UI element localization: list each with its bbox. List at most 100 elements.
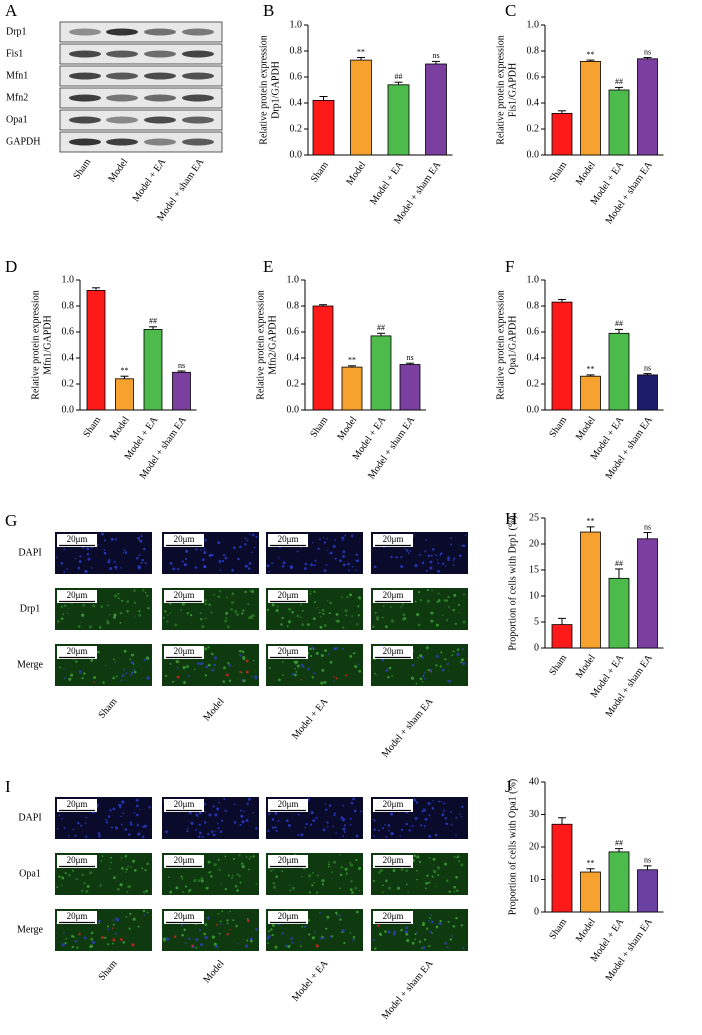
scale-bar-box — [164, 799, 204, 812]
cell-dot — [327, 861, 330, 863]
cell-dot — [215, 830, 217, 832]
cell-dot — [274, 811, 278, 815]
cell-dot — [278, 678, 281, 682]
x-tick-label: Model — [574, 160, 598, 188]
cell-dot — [450, 935, 453, 938]
cell-dot — [345, 614, 347, 617]
cell-dot — [207, 872, 210, 874]
cell-dot — [441, 562, 445, 565]
cell-dot — [123, 549, 126, 551]
cell-dot — [332, 860, 337, 864]
cell-dot — [275, 608, 279, 612]
cell-dot — [208, 813, 212, 817]
cell-dot — [169, 890, 173, 894]
cell-dot — [221, 559, 225, 563]
cell-dot — [254, 675, 257, 678]
cell-dot — [414, 938, 417, 941]
cell-dot — [246, 802, 249, 805]
row-label: Opa1 — [19, 868, 41, 879]
cell-dot — [124, 871, 127, 873]
cell-dot — [460, 924, 463, 927]
cell-dot — [321, 935, 324, 938]
group-label: Sham — [71, 157, 93, 182]
cell-dot — [218, 932, 221, 935]
scale-bar-box — [373, 534, 413, 547]
cell-dot — [118, 597, 120, 600]
cell-dot — [78, 566, 81, 569]
cell-dot — [416, 869, 418, 872]
cell-dot — [210, 830, 214, 834]
scale-bar-label: 20μm — [174, 534, 195, 544]
cell-dot — [450, 537, 453, 540]
cell-dot — [195, 937, 199, 942]
y-tick-label: 40 — [529, 776, 539, 787]
cell-dot — [309, 823, 313, 826]
cell-dot — [339, 918, 342, 921]
row-label: Merge — [17, 924, 43, 935]
cell-dot — [200, 877, 204, 880]
cell-dot — [241, 650, 245, 654]
cell-dot — [112, 876, 116, 880]
cell-dot — [145, 889, 148, 893]
cell-dot — [130, 674, 132, 677]
cell-dot — [236, 873, 239, 876]
cell-dot — [311, 541, 314, 544]
cell-dot — [63, 570, 66, 573]
cell-dot — [310, 563, 313, 567]
cell-dot — [440, 552, 443, 555]
bar — [387, 84, 410, 156]
cell-dot — [224, 809, 227, 813]
y-axis-label: Relative protein expression — [495, 290, 506, 399]
cell-dot — [397, 886, 401, 890]
cell-dot — [357, 596, 361, 600]
cell-dot — [429, 917, 432, 920]
cell-dot — [112, 676, 115, 680]
cell-dot — [144, 869, 147, 872]
significance-label: ns — [178, 361, 185, 370]
cell-dot — [76, 878, 79, 881]
cell-dot — [390, 555, 393, 559]
cell-dot — [354, 886, 358, 890]
cell-dot — [443, 598, 447, 603]
cell-dot — [430, 619, 434, 623]
cell-dot — [324, 649, 328, 652]
cell-dot — [114, 661, 117, 664]
cell-dot — [110, 861, 113, 864]
cell-dot — [343, 824, 346, 827]
cell-dot — [111, 942, 114, 945]
cell-dot — [339, 854, 341, 856]
cell-dot — [385, 668, 389, 672]
cell-dot — [194, 566, 198, 569]
cell-dot — [204, 539, 207, 542]
cell-dot — [113, 615, 117, 619]
significance-label: ## — [149, 317, 157, 326]
panel-letter: A — [5, 1, 18, 20]
cell-dot — [63, 932, 65, 934]
y-tick-label: 5 — [534, 616, 539, 627]
significance-label: ## — [615, 838, 623, 847]
cell-dot — [248, 868, 251, 871]
y-tick-label: 20 — [529, 538, 539, 549]
cell-dot — [171, 680, 175, 683]
cell-dot — [441, 614, 444, 617]
cell-dot — [213, 656, 217, 660]
cell-dot — [304, 827, 306, 829]
cell-dot — [246, 939, 249, 942]
cell-dot — [326, 538, 329, 540]
cell-dot — [186, 830, 189, 833]
cell-dot — [357, 605, 360, 608]
cell-dot — [231, 592, 235, 596]
cell-dot — [107, 560, 111, 564]
cell-dot — [301, 609, 304, 613]
cell-dot — [79, 672, 81, 674]
cell-dot — [373, 819, 376, 822]
cell-dot — [225, 673, 229, 677]
cell-dot — [166, 614, 169, 617]
cell-dot — [405, 869, 408, 873]
significance-label: ** — [348, 356, 356, 365]
y-axis-label: Relative protein expression — [258, 35, 269, 144]
cell-dot — [349, 817, 352, 820]
bar — [312, 100, 335, 156]
cell-dot — [440, 800, 443, 803]
